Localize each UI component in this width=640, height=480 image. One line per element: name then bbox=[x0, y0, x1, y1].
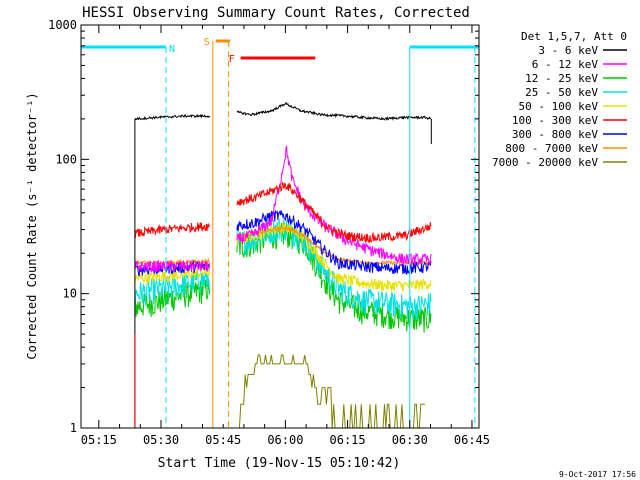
y-axis-label: Corrected Count Rate (s⁻¹ detector⁻¹) bbox=[25, 92, 39, 359]
legend-label: 800 - 7000 keV bbox=[505, 142, 598, 155]
x-axis: 05:15 05:30 05:45 06:00 06:15 06:30 06:45 bbox=[81, 25, 490, 447]
legend-label: 25 - 50 keV bbox=[525, 86, 598, 99]
plot-area: N S F bbox=[81, 37, 479, 429]
saa-label: S bbox=[204, 37, 210, 48]
x-tick-label: 05:15 bbox=[81, 433, 117, 447]
flare-label: F bbox=[229, 54, 235, 65]
legend-label: 300 - 800 keV bbox=[512, 128, 598, 141]
x-tick-label: 05:30 bbox=[143, 433, 179, 447]
footer-timestamp: 9-Oct-2017 17:56 bbox=[559, 470, 636, 479]
x-axis-label: Start Time (19-Nov-15 05:10:42) bbox=[158, 456, 401, 471]
legend-label: 100 - 300 keV bbox=[512, 114, 598, 127]
series-line-7000-20000-kev bbox=[236, 354, 426, 429]
chart-title: HESSI Observing Summary Count Rates, Cor… bbox=[82, 5, 470, 21]
legend-label: 12 - 25 keV bbox=[525, 72, 598, 85]
y-tick-label: 10 bbox=[63, 287, 77, 301]
x-tick-label: 06:30 bbox=[392, 433, 428, 447]
legend-label: 6 - 12 keV bbox=[532, 58, 599, 71]
legend-label: 7000 - 20000 keV bbox=[492, 156, 598, 169]
y-tick-label: 1000 bbox=[48, 18, 77, 32]
x-tick-label: 06:45 bbox=[454, 433, 490, 447]
plot-frame bbox=[80, 24, 480, 429]
x-tick-label: 06:00 bbox=[267, 433, 303, 447]
night-label: N bbox=[169, 44, 175, 55]
y-tick-label: 100 bbox=[55, 152, 77, 166]
series-line-100-300-kev bbox=[134, 182, 432, 244]
series-line-3-6-kev bbox=[134, 101, 432, 121]
y-tick-label: 1 bbox=[70, 421, 77, 435]
legend-header: Det 1,5,7, Att 0 bbox=[521, 30, 627, 43]
x-tick-label: 06:15 bbox=[330, 433, 366, 447]
legend-label: 50 - 100 keV bbox=[519, 100, 599, 113]
series-line-6-12-kev bbox=[134, 145, 432, 273]
y-axis: 1 10 100 1000 bbox=[48, 18, 479, 435]
legend-label: 3 - 6 keV bbox=[538, 44, 598, 57]
x-tick-label: 05:45 bbox=[205, 433, 241, 447]
